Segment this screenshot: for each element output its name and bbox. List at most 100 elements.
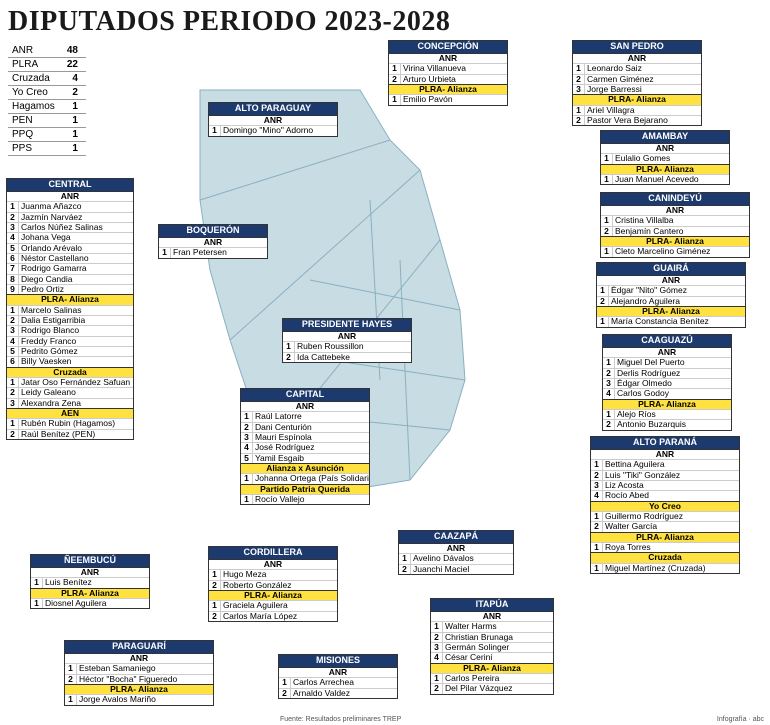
dept-box-guaira: GUAIRÁANR1Édgar "Nito" Gómez2Alejandro A… bbox=[596, 262, 746, 328]
member-name: Freddy Franco bbox=[19, 337, 133, 346]
member-name: Carlos María López bbox=[221, 612, 337, 621]
member-row: 1Graciela Aguilera bbox=[209, 600, 337, 610]
member-row: 1Bettina Aguilera bbox=[591, 459, 739, 469]
member-row: 3Liz Acosta bbox=[591, 480, 739, 490]
dept-header: BOQUERÓN bbox=[159, 225, 267, 237]
member-row: 2Del Pilar Vázquez bbox=[431, 683, 553, 693]
dept-box-amambay: AMAMBAYANR1Eulalio GomesPLRA- Alianza1Ju… bbox=[600, 130, 730, 185]
member-row: 3Jorge Barressi bbox=[573, 84, 701, 94]
member-row: 1Luis Benítez bbox=[31, 577, 149, 587]
member-num: 2 bbox=[573, 75, 585, 84]
member-name: Johanna Ortega (País Solidario) bbox=[253, 474, 369, 483]
member-row: 1Walter Harms bbox=[431, 621, 553, 631]
member-name: Pastor Vera Bejarano bbox=[585, 116, 701, 125]
member-row: 3Mauri Espínola bbox=[241, 432, 369, 442]
member-name: Domingo "Mino" Adorno bbox=[221, 126, 337, 135]
summary-row: PLRA22 bbox=[8, 58, 86, 72]
member-name: Walter Harms bbox=[443, 622, 553, 631]
summary-count: 1 bbox=[63, 100, 86, 114]
party-header: ANR bbox=[31, 567, 149, 577]
summary-row: ANR48 bbox=[8, 44, 86, 58]
member-name: Raúl Benítez (PEN) bbox=[19, 430, 133, 439]
member-num: 5 bbox=[7, 347, 19, 356]
party-header: AEN bbox=[7, 408, 133, 418]
summary-row: PPQ1 bbox=[8, 128, 86, 142]
party-header: ANR bbox=[601, 143, 729, 153]
member-name: Jorge Avalos Mariño bbox=[77, 695, 213, 704]
member-row: 5Yamil Esgaib bbox=[241, 453, 369, 463]
summary-count: 1 bbox=[63, 114, 86, 128]
summary-count: 2 bbox=[63, 86, 86, 100]
member-name: Dani Centurión bbox=[253, 423, 369, 432]
member-name: Luis Benítez bbox=[43, 578, 149, 587]
dept-header: PARAGUARÍ bbox=[65, 641, 213, 653]
member-num: 1 bbox=[591, 512, 603, 521]
summary-party: ANR bbox=[8, 44, 63, 58]
party-header: ANR bbox=[209, 559, 337, 569]
member-num: 2 bbox=[7, 430, 19, 439]
member-name: Guillermo Rodríguez bbox=[603, 512, 739, 521]
member-row: 1Miguel Martínez (Cruzada) bbox=[591, 563, 739, 573]
member-num: 3 bbox=[7, 223, 19, 232]
member-num: 3 bbox=[241, 433, 253, 442]
member-num: 2 bbox=[399, 565, 411, 574]
member-name: Christian Brunaga bbox=[443, 633, 553, 642]
dept-box-alto_paraguay: ALTO PARAGUAYANR1Domingo "Mino" Adorno bbox=[208, 102, 338, 137]
dept-box-misiones: MISIONESANR1Carlos Arrechea2Arnaldo Vald… bbox=[278, 654, 398, 699]
member-name: Alexandra Zena bbox=[19, 399, 133, 408]
member-row: 4César Cerini bbox=[431, 652, 553, 662]
member-name: Rubén Rubin (Hagamos) bbox=[19, 419, 133, 428]
member-num: 1 bbox=[591, 460, 603, 469]
party-header: ANR bbox=[601, 205, 749, 215]
party-header: ANR bbox=[431, 611, 553, 621]
member-name: Carlos Arrechea bbox=[291, 678, 397, 687]
member-num: 1 bbox=[591, 564, 603, 573]
dept-box-boqueron: BOQUERÓNANR1Fran Petersen bbox=[158, 224, 268, 259]
summary-row: Yo Creo2 bbox=[8, 86, 86, 100]
member-name: Cristina Villalba bbox=[613, 216, 749, 225]
member-row: 2Carlos María López bbox=[209, 611, 337, 621]
member-row: 1Jatar Oso Fernández Safuan bbox=[7, 377, 133, 387]
member-row: 1Diosnel Aguilera bbox=[31, 598, 149, 608]
summary-row: PEN1 bbox=[8, 114, 86, 128]
member-name: Juanchi Maciel bbox=[411, 565, 513, 574]
party-header: PLRA- Alianza bbox=[603, 399, 731, 409]
member-name: Rocío Abed bbox=[603, 491, 739, 500]
party-header: Yo Creo bbox=[591, 501, 739, 511]
member-row: 1Ruben Roussillon bbox=[283, 341, 411, 351]
member-num: 1 bbox=[597, 286, 609, 295]
member-name: Raúl Latorre bbox=[253, 412, 369, 421]
party-header: ANR bbox=[241, 401, 369, 411]
member-name: Carlos Núñez Salinas bbox=[19, 223, 133, 232]
party-header: ANR bbox=[573, 53, 701, 63]
member-row: 1Marcelo Salinas bbox=[7, 305, 133, 315]
member-num: 2 bbox=[591, 522, 603, 531]
member-num: 1 bbox=[601, 154, 613, 163]
member-row: 1Ariel Villagra bbox=[573, 105, 701, 115]
party-header: ANR bbox=[597, 275, 745, 285]
member-num: 2 bbox=[65, 675, 77, 684]
member-row: 1Alejo Ríos bbox=[603, 409, 731, 419]
member-name: Graciela Aguilera bbox=[221, 601, 337, 610]
member-name: Pedro Ortiz bbox=[19, 285, 133, 294]
member-row: 1Carlos Arrechea bbox=[279, 677, 397, 687]
member-name: Ariel Villagra bbox=[585, 106, 701, 115]
member-num: 2 bbox=[209, 581, 221, 590]
member-row: 1Raúl Latorre bbox=[241, 411, 369, 421]
member-row: 1Carlos Pereira bbox=[431, 673, 553, 683]
member-num: 3 bbox=[7, 399, 19, 408]
summary-count: 4 bbox=[63, 72, 86, 86]
member-row: 1Hugo Meza bbox=[209, 569, 337, 579]
member-num: 1 bbox=[389, 95, 401, 104]
member-num: 2 bbox=[601, 227, 613, 236]
party-header: PLRA- Alianza bbox=[573, 94, 701, 104]
member-row: 3Germán Solinger bbox=[431, 642, 553, 652]
member-num: 2 bbox=[603, 369, 615, 378]
member-name: Germán Solinger bbox=[443, 643, 553, 652]
member-num: 1 bbox=[603, 358, 615, 367]
party-header: Alianza x Asunción bbox=[241, 463, 369, 473]
member-num: 1 bbox=[209, 601, 221, 610]
member-num: 1 bbox=[603, 410, 615, 419]
dept-header: CORDILLERA bbox=[209, 547, 337, 559]
dept-box-cordillera: CORDILLERAANR1Hugo Meza2Roberto González… bbox=[208, 546, 338, 622]
